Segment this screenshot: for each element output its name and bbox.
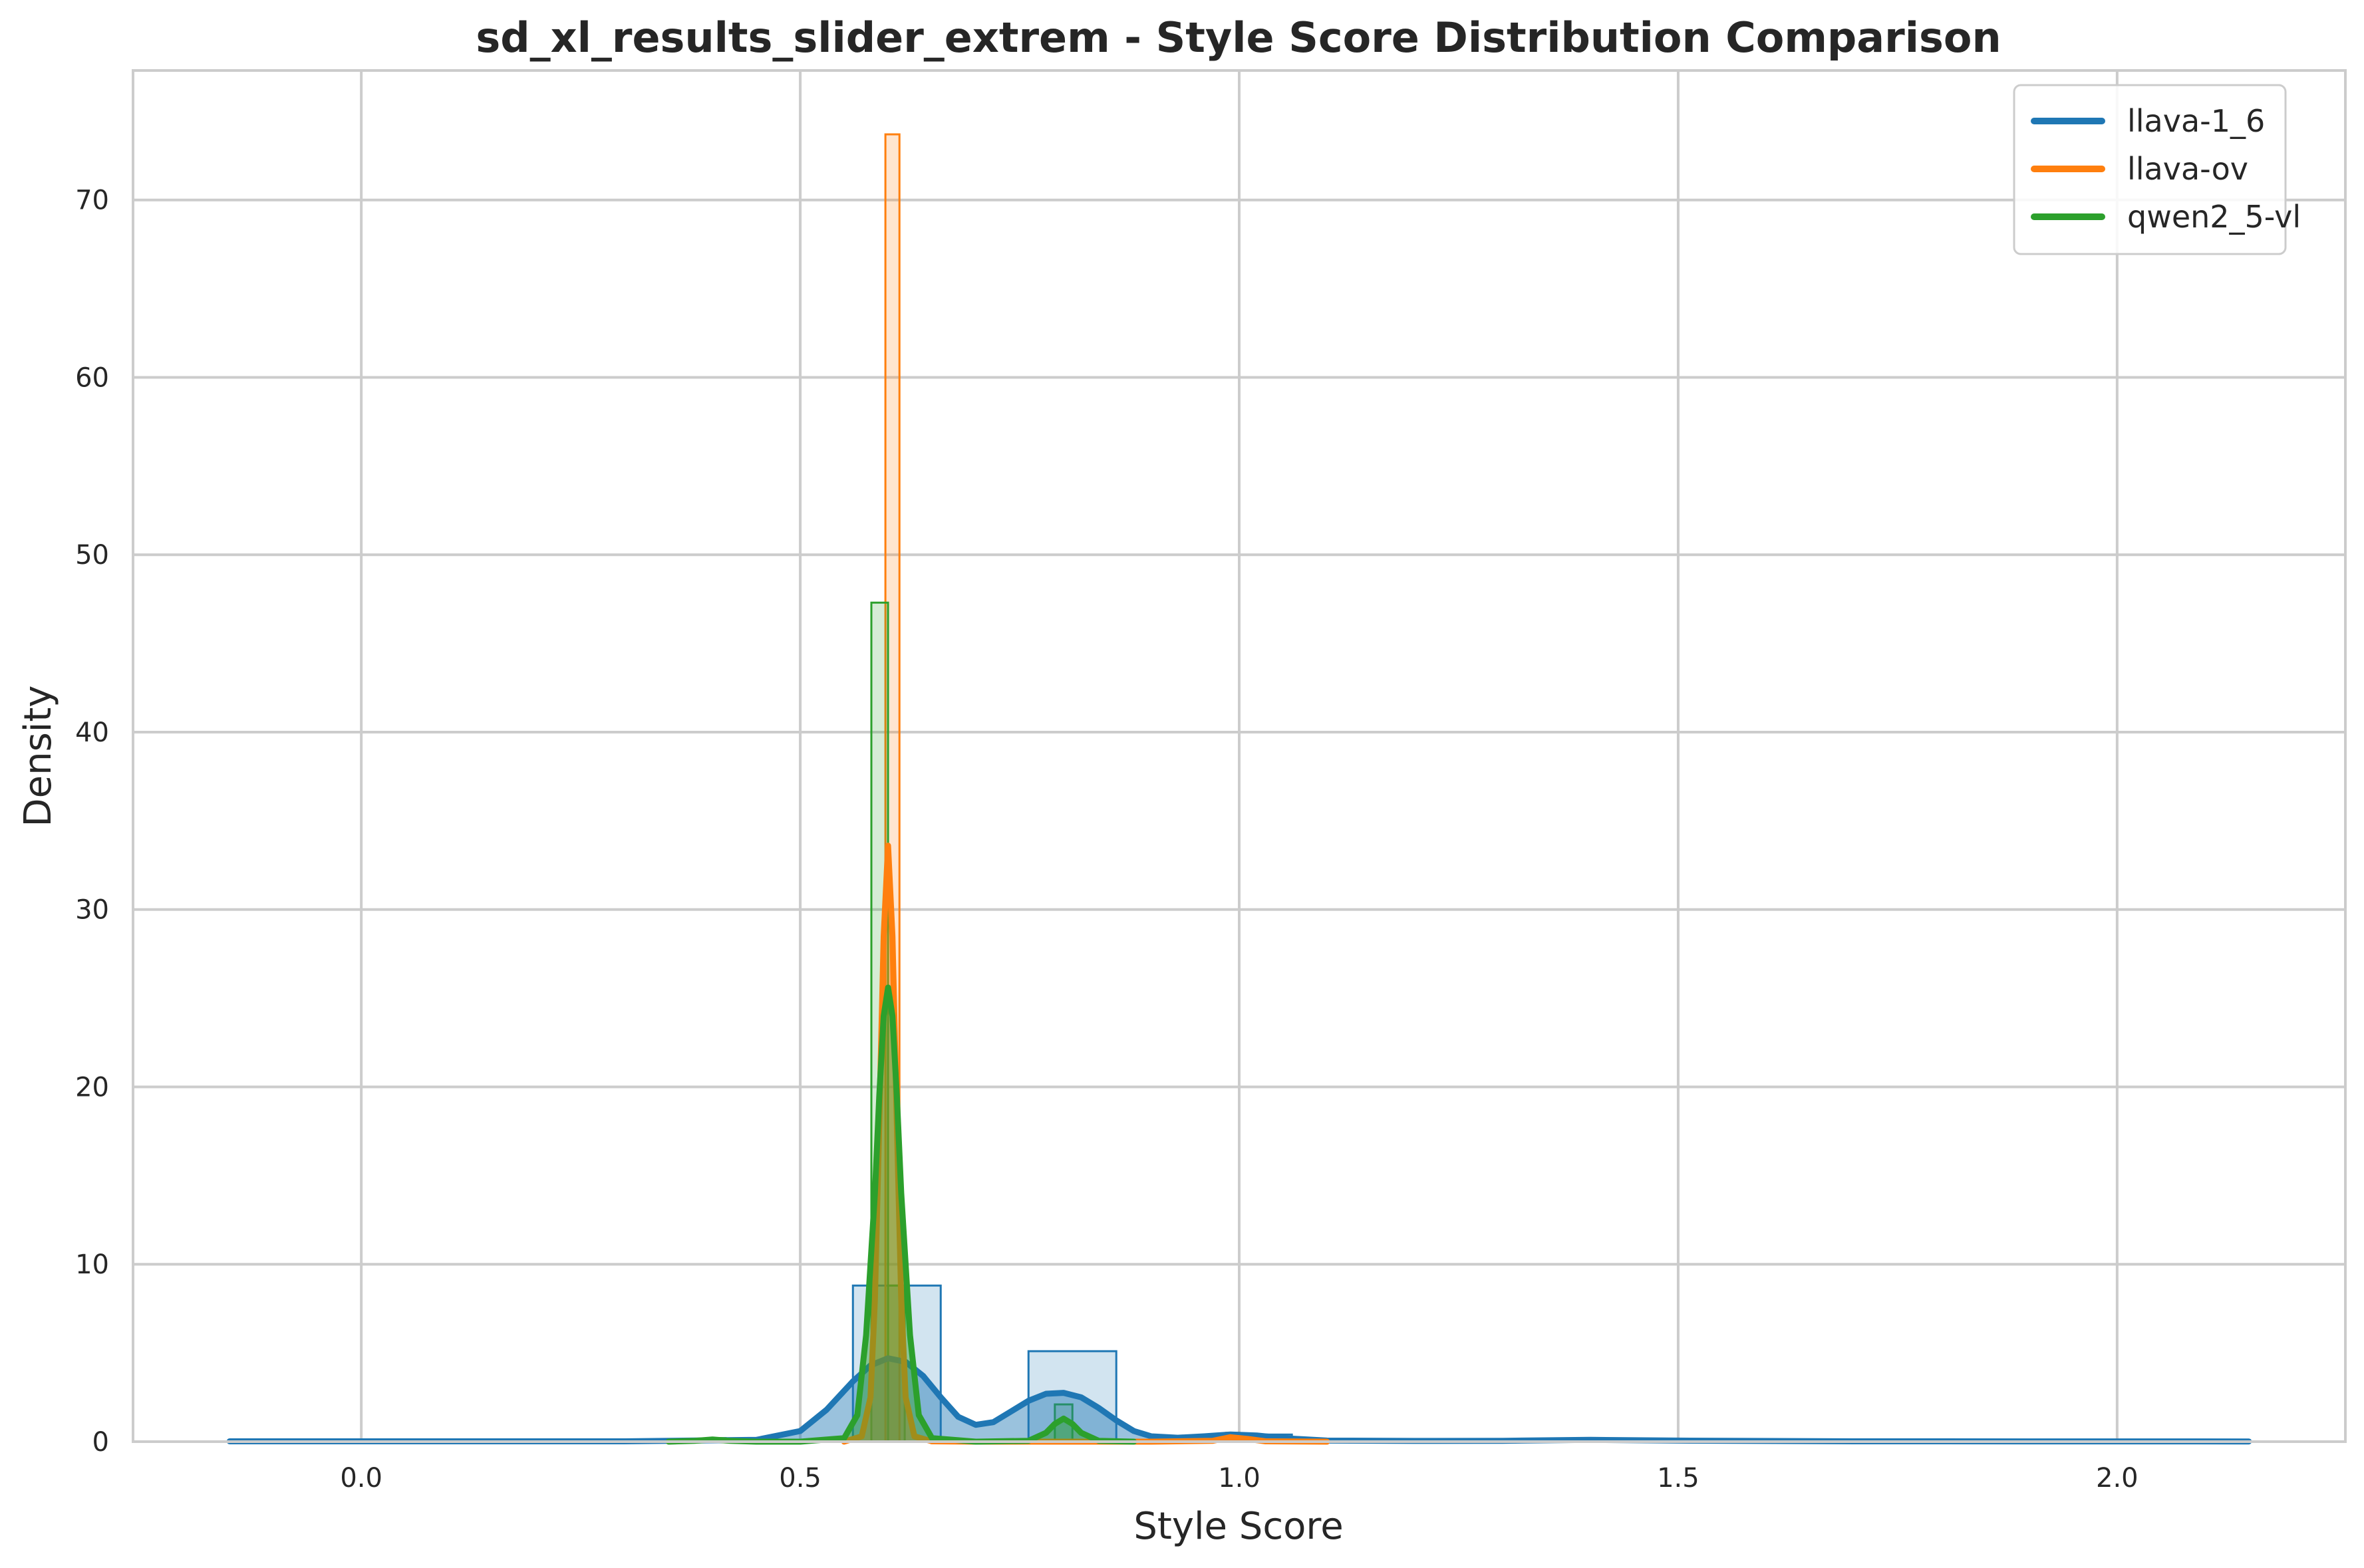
y-tick-label: 50 <box>75 540 109 571</box>
y-axis-label: Density <box>17 686 60 827</box>
y-tick-label: 40 <box>75 718 109 748</box>
y-axis-ticks: 0 10 20 30 40 50 60 70 <box>75 186 109 1458</box>
y-tick-label: 20 <box>75 1072 109 1103</box>
grid <box>133 70 2345 1443</box>
y-tick-label: 0 <box>92 1427 109 1458</box>
x-tick-label: 1.0 <box>1218 1463 1260 1494</box>
x-tick-label: 0.5 <box>779 1463 821 1494</box>
legend-label-llava-1_6: llava-1_6 <box>2127 103 2265 139</box>
legend: llava-1_6 llava-ov qwen2_5-vl <box>2013 84 2301 255</box>
legend-label-qwen2_5-vl: qwen2_5-vl <box>2127 199 2301 235</box>
y-tick-label: 30 <box>75 895 109 926</box>
x-tick-label: 0.0 <box>340 1463 382 1494</box>
y-tick-label: 10 <box>75 1249 109 1280</box>
legend-box <box>2013 84 2287 255</box>
kde-line-llava-ov <box>841 843 1330 1445</box>
y-tick-label: 60 <box>75 362 109 393</box>
y-tick-label: 70 <box>75 186 109 216</box>
x-axis-label: Style Score <box>1133 1505 1343 1548</box>
legend-label-llava-ov: llava-ov <box>2127 151 2248 187</box>
kde-area-llava-ov <box>844 845 1327 1442</box>
chart-title: sd_xl_results_slider_extrem - Style Scor… <box>476 13 2001 62</box>
x-axis-ticks: 0.0 0.5 1.0 1.5 2.0 <box>340 1463 2138 1494</box>
x-tick-label: 1.5 <box>1657 1463 1699 1494</box>
x-tick-label: 2.0 <box>2096 1463 2139 1494</box>
plot-frame <box>132 69 2347 1443</box>
histogram-bars <box>706 133 1293 1443</box>
